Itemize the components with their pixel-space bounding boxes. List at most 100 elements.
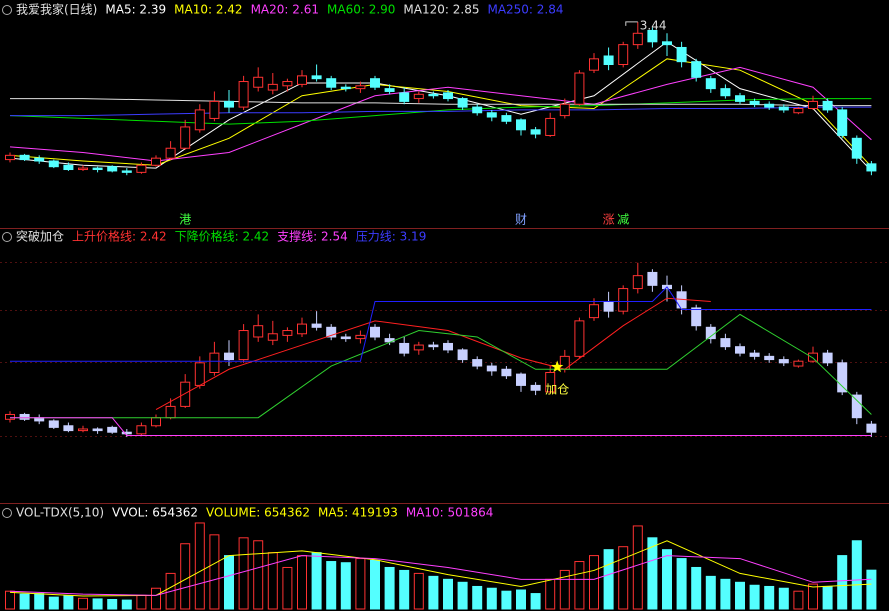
candle-body [282,330,293,336]
candle-body [472,359,483,367]
volume-bar [837,555,848,610]
candle-body [224,100,234,108]
candle-body [78,428,88,432]
volume-bar [413,572,424,610]
volume-bar [632,525,643,610]
candle-body [662,41,672,46]
candle-body [326,326,337,338]
candle-body [253,76,264,88]
volume-bar [165,572,176,610]
volume-bar [151,587,161,610]
volume-bar [472,585,483,610]
volume-bar [443,578,453,610]
candle-body [647,29,658,43]
volume-bar [647,537,658,610]
indicator-label: MA60: 2.90 [327,3,395,17]
candle-body [209,352,220,373]
candle-body [63,425,74,432]
volume-bar [851,540,862,610]
candle-body [180,381,191,407]
volume-bar [78,597,88,610]
high-leader [625,21,638,26]
candle-body [19,413,30,420]
volume-bar [793,590,804,610]
candle-body [443,342,453,351]
candle-body [574,320,585,357]
volume-bar [691,566,702,610]
indicator-label: MA250: 2.84 [487,3,563,17]
volume-bar [735,581,745,610]
candle-body [764,355,775,361]
candle-body [311,75,322,80]
candle-body [691,307,702,327]
candle-body [822,100,833,111]
candle-body [121,431,132,435]
candle-body [778,106,789,111]
candle-body [340,336,351,340]
candle-body [589,304,599,319]
indicator-label: 压力线: 3.19 [356,230,427,244]
candle-body [545,372,556,393]
volume-bar [705,575,716,610]
volume-bar [224,555,234,610]
volume-bar [180,543,191,610]
candle-body [457,349,468,361]
candle-body [165,147,176,159]
panel-icon [2,232,12,242]
candle-body [851,394,862,419]
candle-body [720,88,731,97]
candle-body [209,100,220,119]
candle-body [151,417,161,427]
candle-body [5,413,15,420]
candle-body [384,88,395,92]
volume-bar [662,549,672,610]
indicator-label: MA20: 2.61 [251,3,319,17]
candle-body [282,81,293,87]
indicator-label: MA120: 2.85 [403,3,479,17]
candle-body [516,119,526,131]
indicator-label: 支撑线: 2.54 [277,229,348,244]
volume-bar [326,561,337,610]
candle-body [618,44,629,66]
candle-body [501,368,512,377]
volume-bar [370,559,380,610]
volume-bar [428,575,439,610]
volume-bar [501,590,512,610]
candle-body [866,423,877,433]
candle-body [19,154,30,161]
indicator-label: 下降价格线: 2.42 [175,229,270,244]
candle-body [297,323,307,335]
candle-body [224,352,234,361]
candle-body [194,362,205,386]
indicator-label: MA5: 419193 [318,506,398,520]
volume-bar [778,587,789,610]
volume-bar [866,569,877,610]
candle-body [632,275,643,290]
candle-body [691,61,702,78]
candle-body [647,271,658,286]
volume-bar [34,593,45,610]
candle-body [530,384,541,391]
signal-label: 加仓 [545,383,569,397]
panel-icon [2,5,12,15]
candle-body [632,32,643,46]
volume-bar [764,585,775,610]
volume-bar [618,546,629,610]
candle-body [34,157,45,162]
candle-body [472,106,483,114]
volume-bar [340,562,351,610]
volume-ma-line [9,555,872,596]
volume-bar [384,566,395,610]
volume-bar [63,595,74,610]
candle-body [63,164,74,171]
candle-body [151,157,161,166]
candle-body [676,46,687,63]
candle-body [48,420,59,428]
volume-bar [603,549,614,610]
candle-body [808,100,818,109]
volume-bar [48,596,59,610]
volume-bar [516,589,526,610]
volume-bar [486,587,497,610]
indicator-label: VVOL: 654362 [112,506,198,520]
volume-bar [209,534,220,610]
